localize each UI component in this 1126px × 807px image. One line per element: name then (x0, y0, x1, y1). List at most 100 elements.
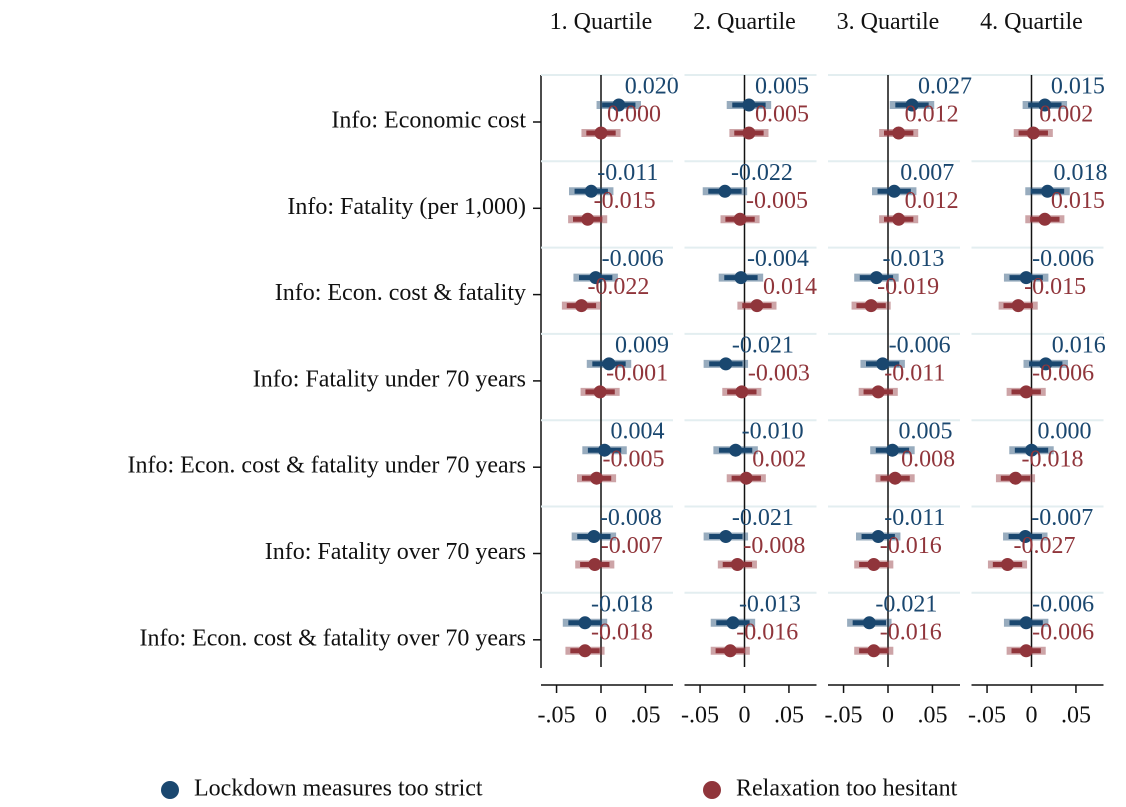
value-label: -0.006 (889, 332, 951, 358)
value-label: 0.002 (752, 447, 806, 473)
value-label: -0.027 (1014, 533, 1076, 559)
value-label: -0.021 (732, 332, 794, 358)
point (578, 644, 592, 658)
value-label: 0.016 (1052, 332, 1106, 358)
point (1038, 98, 1052, 112)
value-label: 0.020 (625, 74, 679, 100)
value-label: -0.006 (1032, 619, 1094, 645)
legend-label: Relaxation too hesitant (736, 776, 958, 802)
panel-title: 1. Quartile (549, 9, 653, 35)
point (733, 212, 747, 226)
value-label: 0.008 (901, 447, 955, 473)
value-label: -0.018 (591, 619, 653, 645)
value-label: -0.007 (601, 533, 663, 559)
point (864, 299, 878, 313)
point (1039, 357, 1053, 371)
x-tick-label: .05 (774, 703, 804, 729)
value-label: 0.005 (898, 419, 952, 445)
point (588, 558, 602, 571)
point (892, 212, 906, 226)
value-label: 0.015 (1051, 188, 1105, 214)
y-tick-label: Info: Econ. cost & fatality (275, 280, 526, 306)
point (742, 98, 756, 112)
point (885, 443, 899, 457)
value-label: -0.011 (884, 360, 945, 386)
point (867, 644, 881, 658)
legend-marker (703, 781, 721, 799)
x-tick-label: 0 (595, 703, 607, 729)
x-tick-label: -.05 (825, 703, 863, 729)
value-label: -0.006 (1032, 591, 1094, 617)
value-label: 0.000 (1038, 419, 1092, 445)
y-tick-label: Info: Economic cost (331, 108, 526, 134)
value-label: -0.007 (1031, 505, 1093, 531)
point (1019, 644, 1033, 658)
panel-title: 2. Quartile (693, 9, 796, 35)
point (589, 271, 603, 285)
point (1009, 471, 1022, 485)
point (719, 357, 733, 371)
x-tick-label: -.05 (681, 703, 719, 729)
value-label: -0.010 (742, 419, 804, 445)
value-label: -0.016 (880, 533, 942, 559)
point (574, 299, 588, 313)
point (719, 530, 733, 543)
point (735, 385, 749, 399)
point (581, 212, 595, 226)
point (892, 126, 906, 140)
value-label: -0.021 (875, 591, 937, 617)
value-label: -0.019 (877, 274, 939, 300)
point (723, 644, 737, 658)
point (726, 616, 740, 630)
value-label: -0.011 (884, 505, 945, 531)
point (1018, 530, 1032, 543)
point (1019, 271, 1033, 285)
value-label: -0.022 (587, 274, 649, 300)
point (1001, 558, 1014, 571)
point (1019, 616, 1033, 630)
point (718, 184, 732, 198)
point (602, 357, 616, 371)
value-label: -0.016 (736, 619, 798, 645)
value-label: -0.006 (1032, 246, 1094, 272)
point (888, 471, 902, 485)
value-label: 0.009 (615, 332, 669, 358)
value-label: -0.018 (1022, 447, 1084, 473)
value-label: -0.005 (603, 447, 665, 473)
value-label: -0.003 (748, 360, 810, 386)
value-label: 0.014 (763, 274, 817, 300)
point (1041, 184, 1054, 198)
y-tick-label: Info: Fatality over 70 years (265, 539, 526, 565)
y-tick-label: Info: Econ. cost & fatality under 70 yea… (127, 453, 526, 479)
x-tick-label: -.05 (968, 703, 1006, 729)
value-label: -0.021 (732, 505, 794, 531)
point (730, 558, 744, 571)
panel-title: 4. Quartile (980, 9, 1083, 35)
value-label: 0.012 (905, 188, 959, 214)
value-label: 0.000 (607, 102, 661, 128)
point (612, 98, 626, 112)
point (584, 184, 598, 198)
point (871, 385, 885, 399)
value-label: 0.012 (905, 102, 959, 128)
value-label: -0.022 (731, 160, 793, 186)
value-label: -0.004 (747, 246, 809, 272)
panel-title: 3. Quartile (836, 9, 940, 35)
value-label: 0.004 (611, 419, 665, 445)
value-label: 0.005 (755, 102, 809, 128)
point (887, 184, 901, 198)
point (905, 98, 919, 112)
legend-marker (161, 781, 179, 799)
point (876, 357, 890, 371)
point (739, 471, 753, 485)
value-label: 0.005 (755, 74, 809, 100)
x-tick-label: .05 (630, 703, 660, 729)
point (750, 299, 764, 313)
x-tick-label: 0 (1026, 703, 1038, 729)
x-tick-label: 0 (882, 703, 894, 729)
x-tick-label: 0 (739, 703, 751, 729)
value-label: 0.002 (1039, 102, 1093, 128)
point (729, 443, 743, 457)
